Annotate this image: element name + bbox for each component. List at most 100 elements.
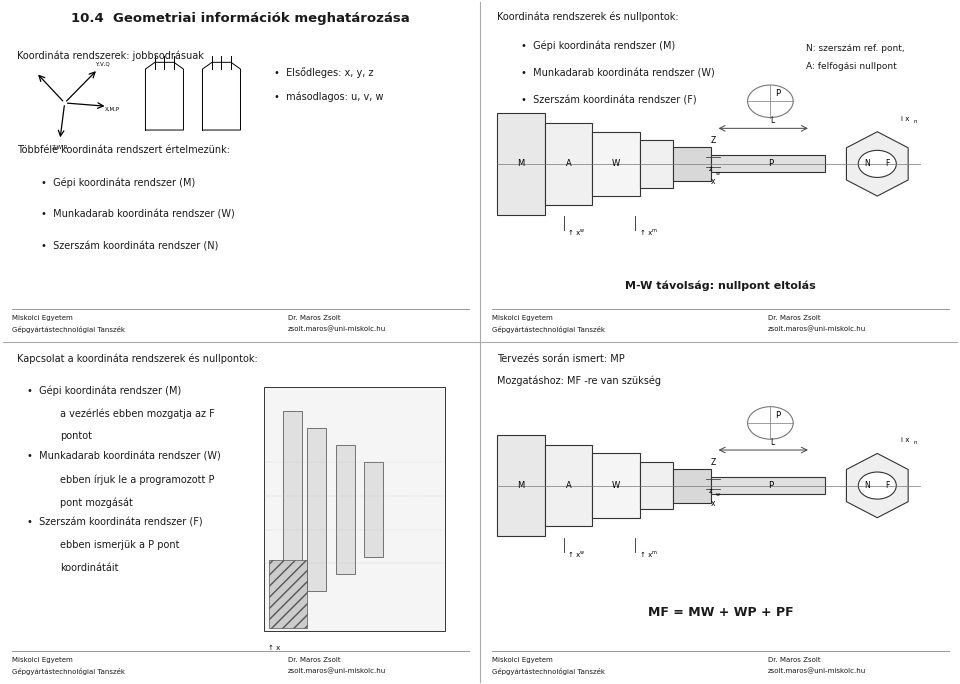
Text: zsolt.maros@uni-miskolc.hu: zsolt.maros@uni-miskolc.hu <box>768 326 866 332</box>
Bar <box>592 453 639 518</box>
Text: pont mozgását: pont mozgását <box>60 497 132 508</box>
Text: P: P <box>775 410 780 419</box>
Text: •  Munkadarab koordináta rendszer (W): • Munkadarab koordináta rendszer (W) <box>521 68 714 78</box>
Text: Koordináta rendszerek és nullpontok:: Koordináta rendszerek és nullpontok: <box>497 12 679 22</box>
Text: Gépgyártástechnológiai Tanszék: Gépgyártástechnológiai Tanszék <box>492 668 606 674</box>
Bar <box>497 435 544 536</box>
Text: Kapcsolat a koordináta rendszerek és nullpontok:: Kapcsolat a koordináta rendszerek és nul… <box>17 354 258 364</box>
Text: X,M,P: X,M,P <box>105 107 120 112</box>
Text: •  Szerszám koordináta rendszer (F): • Szerszám koordináta rendszer (F) <box>521 96 697 106</box>
Text: N: szerszám ref. pont,: N: szerszám ref. pont, <box>806 44 904 53</box>
Text: F: F <box>885 159 890 168</box>
Text: Dr. Maros Zsolt: Dr. Maros Zsolt <box>288 657 341 663</box>
Text: M: M <box>517 159 524 168</box>
Text: n: n <box>914 440 918 445</box>
Text: W: W <box>612 481 620 490</box>
Text: z: z <box>709 166 712 172</box>
Text: M: M <box>517 481 524 490</box>
Bar <box>639 462 673 510</box>
Text: pontot: pontot <box>60 431 92 440</box>
Text: P: P <box>768 481 773 490</box>
Text: ↑ x: ↑ x <box>568 230 581 236</box>
Text: L: L <box>771 438 775 447</box>
Text: koordinátáit: koordinátáit <box>60 563 118 573</box>
Text: zsolt.maros@uni-miskolc.hu: zsolt.maros@uni-miskolc.hu <box>288 668 386 674</box>
Text: N: N <box>864 481 870 490</box>
Text: Miskolci Egyetem: Miskolci Egyetem <box>492 657 553 663</box>
Text: •  Elsődleges: x, y, z: • Elsődleges: x, y, z <box>274 68 373 79</box>
Text: Miskolci Egyetem: Miskolci Egyetem <box>492 315 553 321</box>
Text: M-W távolság: nullpont eltolás: M-W távolság: nullpont eltolás <box>625 280 816 291</box>
Text: •  Szerszám koordináta rendszer (F): • Szerszám koordináta rendszer (F) <box>27 518 203 528</box>
Text: P: P <box>768 159 773 168</box>
Text: Többféle koordináta rendszert értelmezünk:: Többféle koordináta rendszert értelmezün… <box>17 145 230 155</box>
Bar <box>639 140 673 187</box>
Text: •  Szerszám koordináta rendszer (N): • Szerszám koordináta rendszer (N) <box>41 241 218 252</box>
Text: w: w <box>580 550 585 555</box>
Bar <box>673 469 711 503</box>
Text: N: N <box>864 159 870 168</box>
Text: Y,V,Q: Y,V,Q <box>95 62 110 66</box>
Text: Miskolci Egyetem: Miskolci Egyetem <box>12 657 73 663</box>
Text: ↑ x: ↑ x <box>268 645 280 650</box>
Bar <box>364 462 383 557</box>
Text: Z: Z <box>710 458 716 467</box>
Text: Mozgatáshoz: MF -re van szükség: Mozgatáshoz: MF -re van szükség <box>497 376 661 386</box>
Text: w: w <box>580 228 585 233</box>
Text: Z: Z <box>710 136 716 145</box>
Circle shape <box>858 472 897 499</box>
Text: ↑ x: ↑ x <box>639 551 652 557</box>
Text: i x: i x <box>901 437 909 443</box>
Bar <box>673 147 711 181</box>
Text: •  Munkadarab koordináta rendszer (W): • Munkadarab koordináta rendszer (W) <box>27 451 221 462</box>
Polygon shape <box>847 453 908 518</box>
Text: zsolt.maros@uni-miskolc.hu: zsolt.maros@uni-miskolc.hu <box>288 326 386 332</box>
Text: P: P <box>775 89 780 98</box>
Text: A: felfogási nullpont: A: felfogási nullpont <box>806 62 897 71</box>
Polygon shape <box>847 132 908 196</box>
Text: m: m <box>652 228 657 233</box>
Text: Koordináta rendszerek: jobbsodrásuak: Koordináta rendszerek: jobbsodrásuak <box>17 51 204 61</box>
Bar <box>711 155 825 172</box>
Text: MF = MW + WP + PF: MF = MW + WP + PF <box>648 606 793 619</box>
Text: A: A <box>565 159 571 168</box>
Bar <box>283 411 302 607</box>
Circle shape <box>748 85 793 118</box>
Text: L: L <box>771 116 775 125</box>
Bar <box>592 132 639 196</box>
Text: a vezérlés ebben mozgatja az F: a vezérlés ebben mozgatja az F <box>60 408 215 419</box>
Text: zsolt.maros@uni-miskolc.hu: zsolt.maros@uni-miskolc.hu <box>768 668 866 674</box>
Text: A: A <box>565 481 571 490</box>
Text: x: x <box>711 499 715 508</box>
Text: n: n <box>914 118 918 124</box>
Text: Tervezés során ismert: MP: Tervezés során ismert: MP <box>497 354 625 363</box>
Text: ↑ x: ↑ x <box>639 230 652 236</box>
Text: •  Gépi koordináta rendszer (M): • Gépi koordináta rendszer (M) <box>521 40 675 51</box>
Text: Gépgyártástechnológiai Tanszék: Gépgyártástechnológiai Tanszék <box>12 668 126 674</box>
Bar <box>336 445 354 574</box>
Circle shape <box>858 150 897 177</box>
Text: i x: i x <box>901 116 909 122</box>
Circle shape <box>748 407 793 439</box>
Bar <box>264 387 444 631</box>
Text: w: w <box>716 492 720 497</box>
Text: •  másodlagos: u, v, w: • másodlagos: u, v, w <box>274 91 383 102</box>
Text: F: F <box>885 481 890 490</box>
Text: Gépgyártástechnológiai Tanszék: Gépgyártástechnológiai Tanszék <box>12 326 126 332</box>
Bar <box>307 428 326 590</box>
Text: Gépgyártástechnológiai Tanszék: Gépgyártástechnológiai Tanszék <box>492 326 606 332</box>
Text: m: m <box>652 550 657 555</box>
Text: •  Gépi koordináta rendszer (M): • Gépi koordináta rendszer (M) <box>27 386 180 396</box>
Bar <box>711 477 825 494</box>
Text: Dr. Maros Zsolt: Dr. Maros Zsolt <box>288 315 341 321</box>
Text: •  Munkadarab koordináta rendszer (W): • Munkadarab koordináta rendszer (W) <box>41 209 234 220</box>
Text: Miskolci Egyetem: Miskolci Egyetem <box>12 315 73 321</box>
Text: Dr. Maros Zsolt: Dr. Maros Zsolt <box>768 657 821 663</box>
Text: •  Gépi koordináta rendszer (M): • Gépi koordináta rendszer (M) <box>41 177 195 188</box>
Bar <box>544 123 592 205</box>
Bar <box>544 445 592 526</box>
Text: ↑ x: ↑ x <box>568 551 581 557</box>
Bar <box>497 113 544 215</box>
Text: Dr. Maros Zsolt: Dr. Maros Zsolt <box>768 315 821 321</box>
Text: w: w <box>716 171 720 176</box>
